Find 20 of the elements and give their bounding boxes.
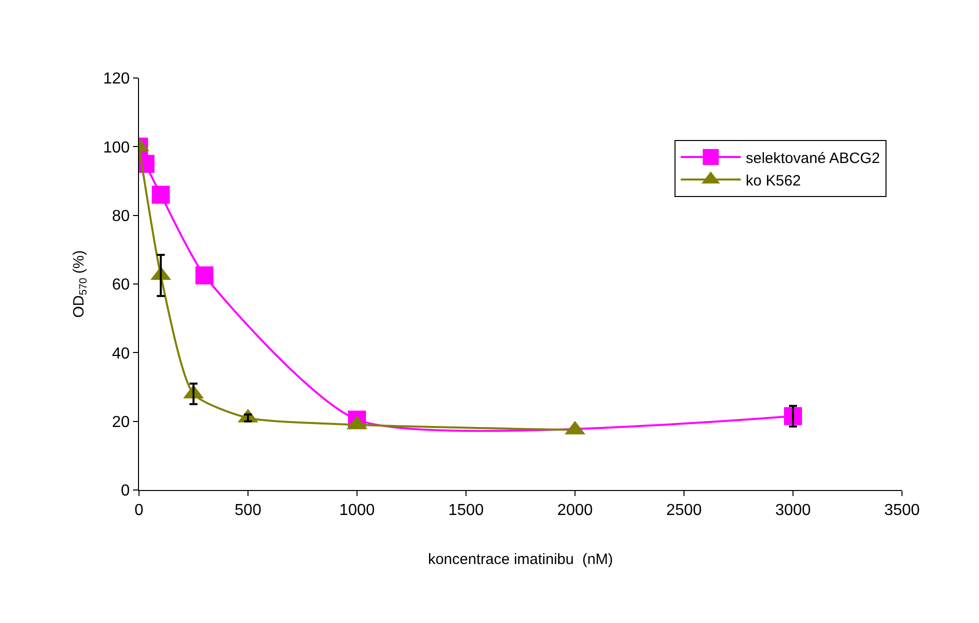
- y-tick-label: 100: [103, 139, 130, 156]
- y-tick-label: 60: [112, 276, 130, 294]
- point: [195, 266, 214, 284]
- y-tick-label: 0: [120, 482, 130, 500]
- y-tick-label: 80: [112, 208, 130, 225]
- legend-label: ko K562: [746, 172, 801, 190]
- x-tick-label: 1500: [448, 502, 484, 520]
- y-tick-label: 120: [103, 70, 130, 88]
- y-tick-label: 40: [112, 345, 130, 362]
- x-axis-title: koncentrace imatinibu (nM): [428, 551, 614, 568]
- x-tick-label: 3500: [884, 502, 920, 520]
- x-tick-label: 1000: [339, 502, 375, 520]
- point: [152, 186, 170, 204]
- y-tick-label: 20: [112, 414, 130, 431]
- x-tick-label: 0: [134, 502, 144, 520]
- x-tick-label: 3000: [775, 502, 811, 520]
- legend-label: selektované ABCG2: [746, 150, 880, 167]
- x-tick-label: 500: [234, 502, 262, 520]
- x-tick-label: 2000: [557, 502, 593, 520]
- x-tick-label: 2500: [666, 502, 702, 520]
